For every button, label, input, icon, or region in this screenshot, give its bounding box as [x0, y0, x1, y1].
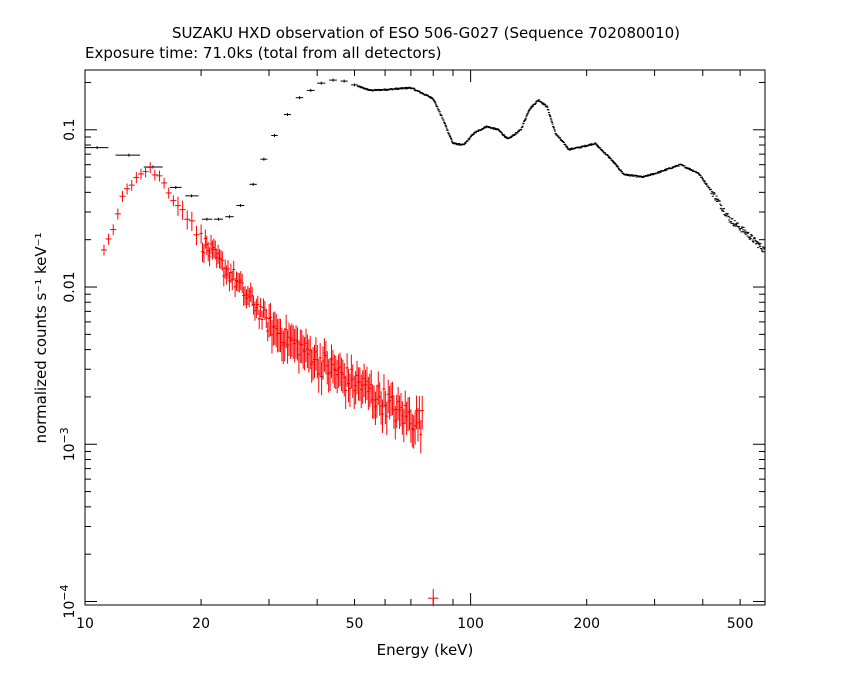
axis-ticks — [84, 70, 765, 605]
y-tick-label: 10−3 — [58, 427, 78, 461]
x-tick-label: 200 — [573, 616, 600, 632]
x-axis-label: Energy (keV) — [377, 641, 474, 659]
y-tick-labels: 0.1 0.01 10−3 10−4 — [58, 119, 78, 619]
x-tick-label: 10 — [76, 616, 94, 632]
x-tick-label: 500 — [727, 616, 754, 632]
series-red — [100, 162, 439, 607]
y-tick-label: 10−4 — [58, 584, 78, 618]
x-tick-labels: 10 20 50 100 200 500 — [76, 616, 753, 632]
chart-title: SUZAKU HXD observation of ESO 506-G027 (… — [172, 24, 680, 42]
y-axis-label: normalized counts s⁻¹ keV⁻¹ — [32, 232, 50, 443]
x-tick-label: 100 — [457, 616, 484, 632]
chart-subtitle: Exposure time: 71.0ks (total from all de… — [85, 44, 441, 62]
y-tick-label: 0.1 — [62, 119, 78, 141]
x-tick-label: 20 — [192, 616, 210, 632]
plot-frame — [84, 69, 766, 606]
y-tick-label: 0.01 — [62, 271, 78, 302]
series-black — [85, 78, 766, 253]
x-tick-label: 50 — [346, 616, 364, 632]
